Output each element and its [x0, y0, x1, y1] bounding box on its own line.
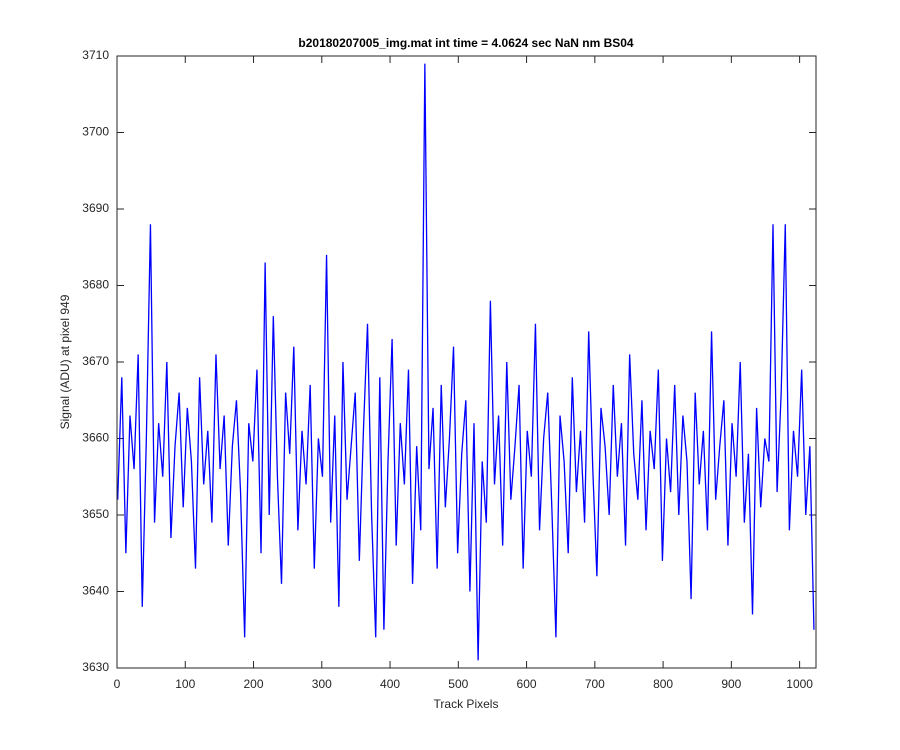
axes-box — [116, 55, 817, 669]
y-axis-label: Signal (ADU) at pixel 949 — [58, 294, 72, 429]
x-tick-label: 700 — [585, 677, 605, 691]
y-tick-label: 3680 — [82, 278, 109, 292]
y-tick-label: 3690 — [82, 201, 109, 215]
x-tick-label: 300 — [312, 677, 332, 691]
x-tick-label: 100 — [175, 677, 195, 691]
y-tick-label: 3670 — [82, 354, 109, 368]
x-tick-label: 600 — [517, 677, 537, 691]
y-tick-label: 3640 — [82, 584, 109, 598]
x-tick-label: 500 — [448, 677, 468, 691]
x-tick-label: 1000 — [786, 677, 813, 691]
x-tick-label: 0 — [114, 677, 121, 691]
chart-title: b20180207005_img.mat int time = 4.0624 s… — [298, 36, 634, 50]
y-tick-label: 3660 — [82, 431, 109, 445]
y-tick-label: 3700 — [82, 125, 109, 139]
y-tick-label: 3650 — [82, 507, 109, 521]
y-tick-label: 3710 — [82, 48, 109, 62]
x-axis-label: Track Pixels — [434, 697, 499, 711]
data-line — [117, 63, 815, 661]
x-tick-label: 800 — [653, 677, 673, 691]
x-tick-label: 400 — [380, 677, 400, 691]
x-tick-label: 900 — [721, 677, 741, 691]
x-tick-label: 200 — [244, 677, 264, 691]
y-tick-label: 3630 — [82, 660, 109, 674]
